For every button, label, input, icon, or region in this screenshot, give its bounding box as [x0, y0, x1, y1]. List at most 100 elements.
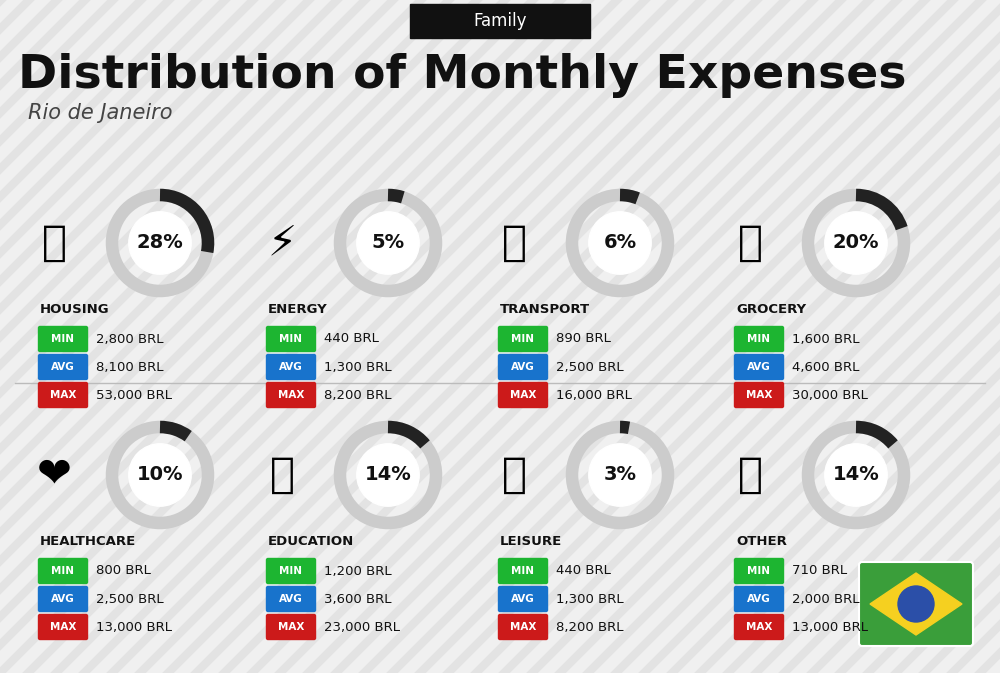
Text: EDUCATION: EDUCATION: [268, 535, 354, 548]
FancyBboxPatch shape: [410, 4, 590, 38]
Text: HEALTHCARE: HEALTHCARE: [40, 535, 136, 548]
Text: LEISURE: LEISURE: [500, 535, 562, 548]
Text: 8,100 BRL: 8,100 BRL: [96, 361, 164, 374]
Text: 1,200 BRL: 1,200 BRL: [324, 565, 392, 577]
Text: MAX: MAX: [510, 622, 536, 632]
Text: 800 BRL: 800 BRL: [96, 565, 151, 577]
Text: 2,000 BRL: 2,000 BRL: [792, 592, 860, 606]
FancyBboxPatch shape: [734, 382, 784, 407]
FancyBboxPatch shape: [266, 326, 316, 351]
FancyBboxPatch shape: [734, 614, 784, 639]
Text: MAX: MAX: [50, 622, 76, 632]
Text: MIN: MIN: [512, 334, 534, 344]
Text: AVG: AVG: [747, 594, 771, 604]
Text: 1,300 BRL: 1,300 BRL: [556, 592, 624, 606]
Text: HOUSING: HOUSING: [40, 303, 110, 316]
FancyBboxPatch shape: [734, 559, 784, 583]
Text: AVG: AVG: [511, 362, 535, 372]
Text: ENERGY: ENERGY: [268, 303, 328, 316]
Text: MIN: MIN: [280, 566, 302, 576]
Text: MAX: MAX: [278, 622, 304, 632]
Text: MIN: MIN: [512, 566, 534, 576]
Text: 5%: 5%: [371, 234, 405, 252]
Text: AVG: AVG: [511, 594, 535, 604]
Text: MIN: MIN: [52, 334, 74, 344]
Text: 440 BRL: 440 BRL: [556, 565, 611, 577]
Text: AVG: AVG: [279, 362, 303, 372]
Text: 4,600 BRL: 4,600 BRL: [792, 361, 859, 374]
Text: OTHER: OTHER: [736, 535, 787, 548]
FancyBboxPatch shape: [266, 382, 316, 407]
Text: MAX: MAX: [746, 622, 772, 632]
Text: 🚌: 🚌: [502, 222, 526, 264]
Text: MIN: MIN: [52, 566, 74, 576]
FancyBboxPatch shape: [734, 326, 784, 351]
Text: 2,500 BRL: 2,500 BRL: [96, 592, 164, 606]
Text: MIN: MIN: [280, 334, 302, 344]
Circle shape: [825, 444, 887, 506]
Text: 3,600 BRL: 3,600 BRL: [324, 592, 392, 606]
Text: ❤️: ❤️: [37, 454, 71, 496]
Text: 2,500 BRL: 2,500 BRL: [556, 361, 624, 374]
Text: AVG: AVG: [279, 594, 303, 604]
Text: 6%: 6%: [603, 234, 637, 252]
FancyBboxPatch shape: [266, 614, 316, 639]
FancyBboxPatch shape: [38, 559, 88, 583]
FancyBboxPatch shape: [38, 355, 88, 380]
FancyBboxPatch shape: [266, 355, 316, 380]
Text: AVG: AVG: [51, 594, 75, 604]
Text: 3%: 3%: [604, 466, 637, 485]
FancyBboxPatch shape: [734, 586, 784, 612]
Text: 1,600 BRL: 1,600 BRL: [792, 332, 860, 345]
Text: MAX: MAX: [510, 390, 536, 400]
Text: 🎓: 🎓: [270, 454, 294, 496]
Text: 8,200 BRL: 8,200 BRL: [556, 621, 624, 633]
Text: 10%: 10%: [137, 466, 183, 485]
Text: MIN: MIN: [748, 334, 770, 344]
Text: 1,300 BRL: 1,300 BRL: [324, 361, 392, 374]
Text: TRANSPORT: TRANSPORT: [500, 303, 590, 316]
Text: GROCERY: GROCERY: [736, 303, 806, 316]
Circle shape: [589, 212, 651, 274]
Text: MAX: MAX: [278, 390, 304, 400]
FancyBboxPatch shape: [859, 562, 973, 646]
Circle shape: [589, 444, 651, 506]
Text: 30,000 BRL: 30,000 BRL: [792, 388, 868, 402]
Circle shape: [129, 212, 191, 274]
Circle shape: [825, 212, 887, 274]
Text: 890 BRL: 890 BRL: [556, 332, 611, 345]
Text: AVG: AVG: [747, 362, 771, 372]
Text: AVG: AVG: [51, 362, 75, 372]
Text: Family: Family: [473, 12, 527, 30]
Circle shape: [898, 586, 934, 622]
Text: ⚡: ⚡: [267, 222, 297, 264]
Text: 13,000 BRL: 13,000 BRL: [96, 621, 172, 633]
Text: 23,000 BRL: 23,000 BRL: [324, 621, 400, 633]
Text: 🛍️: 🛍️: [502, 454, 526, 496]
Text: MIN: MIN: [748, 566, 770, 576]
Text: 16,000 BRL: 16,000 BRL: [556, 388, 632, 402]
FancyBboxPatch shape: [498, 382, 548, 407]
Text: 53,000 BRL: 53,000 BRL: [96, 388, 172, 402]
Text: 🏙: 🏙: [42, 222, 66, 264]
FancyBboxPatch shape: [38, 382, 88, 407]
Circle shape: [357, 212, 419, 274]
FancyBboxPatch shape: [498, 559, 548, 583]
FancyBboxPatch shape: [498, 614, 548, 639]
FancyBboxPatch shape: [498, 326, 548, 351]
Circle shape: [129, 444, 191, 506]
Text: MAX: MAX: [50, 390, 76, 400]
Text: 14%: 14%: [365, 466, 411, 485]
FancyBboxPatch shape: [38, 614, 88, 639]
Text: 8,200 BRL: 8,200 BRL: [324, 388, 392, 402]
Text: Rio de Janeiro: Rio de Janeiro: [28, 103, 173, 123]
Text: 13,000 BRL: 13,000 BRL: [792, 621, 868, 633]
Text: 14%: 14%: [833, 466, 879, 485]
FancyBboxPatch shape: [38, 586, 88, 612]
Text: MAX: MAX: [746, 390, 772, 400]
FancyBboxPatch shape: [498, 586, 548, 612]
Text: 28%: 28%: [137, 234, 183, 252]
FancyBboxPatch shape: [266, 559, 316, 583]
Text: 20%: 20%: [833, 234, 879, 252]
Text: 2,800 BRL: 2,800 BRL: [96, 332, 164, 345]
